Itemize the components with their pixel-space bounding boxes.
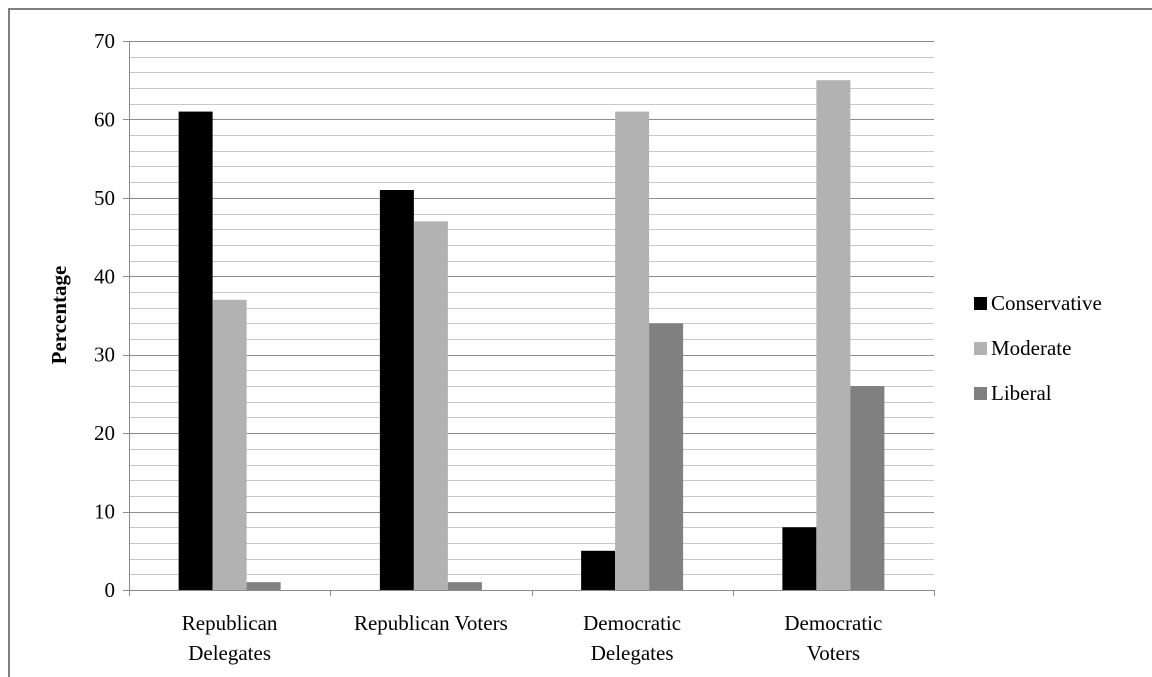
axes xyxy=(123,41,935,596)
bar-moderate-2 xyxy=(413,221,448,590)
bar-conservative-4 xyxy=(782,527,817,590)
x-category-label: Republican xyxy=(182,611,278,635)
y-tick-label: 0 xyxy=(105,578,116,602)
x-category-label: Democratic xyxy=(583,611,681,635)
y-tick-label: 30 xyxy=(94,343,115,367)
x-category-label: Voters xyxy=(807,641,860,665)
bar-moderate-4 xyxy=(816,80,851,590)
bar-conservative-3 xyxy=(581,550,616,590)
bar-liberal-4 xyxy=(850,386,885,590)
y-axis-label: Percentage xyxy=(47,266,71,365)
gridlines xyxy=(129,41,934,591)
legend-label-moderate: Moderate xyxy=(991,336,1071,360)
legend-swatch-liberal xyxy=(974,387,987,400)
legend-swatch-conservative xyxy=(974,297,987,310)
x-category-label: Delegates xyxy=(188,641,271,665)
bar-liberal-2 xyxy=(447,582,482,590)
legend-label-liberal: Liberal xyxy=(991,381,1052,405)
y-tick-label: 40 xyxy=(94,264,115,288)
bar-conservative-1 xyxy=(178,111,213,590)
bar-conservative-2 xyxy=(379,190,414,590)
y-tick-label: 20 xyxy=(94,421,115,445)
x-category-label: Delegates xyxy=(591,641,674,665)
x-category-labels: Republican Delegates Republican Voters Demo… xyxy=(182,611,883,665)
y-tick-label: 70 xyxy=(94,29,115,53)
y-tick-label: 50 xyxy=(94,186,115,210)
bar-liberal-1 xyxy=(246,582,281,590)
x-category-label: Democratic xyxy=(784,611,882,635)
legend-label-conservative: Conservative xyxy=(991,291,1102,315)
x-category-label: Republican Voters xyxy=(354,611,508,635)
bar-liberal-3 xyxy=(649,323,684,590)
y-tick-label: 10 xyxy=(94,500,115,524)
y-tick-labels: 0 10 20 30 40 50 60 70 xyxy=(94,29,115,602)
legend: Conservative Moderate Liberal xyxy=(974,291,1102,405)
legend-swatch-moderate xyxy=(974,342,987,355)
y-tick-label: 60 xyxy=(94,107,115,131)
bars xyxy=(178,80,885,590)
bar-moderate-1 xyxy=(212,299,247,590)
bar-moderate-3 xyxy=(615,111,650,590)
